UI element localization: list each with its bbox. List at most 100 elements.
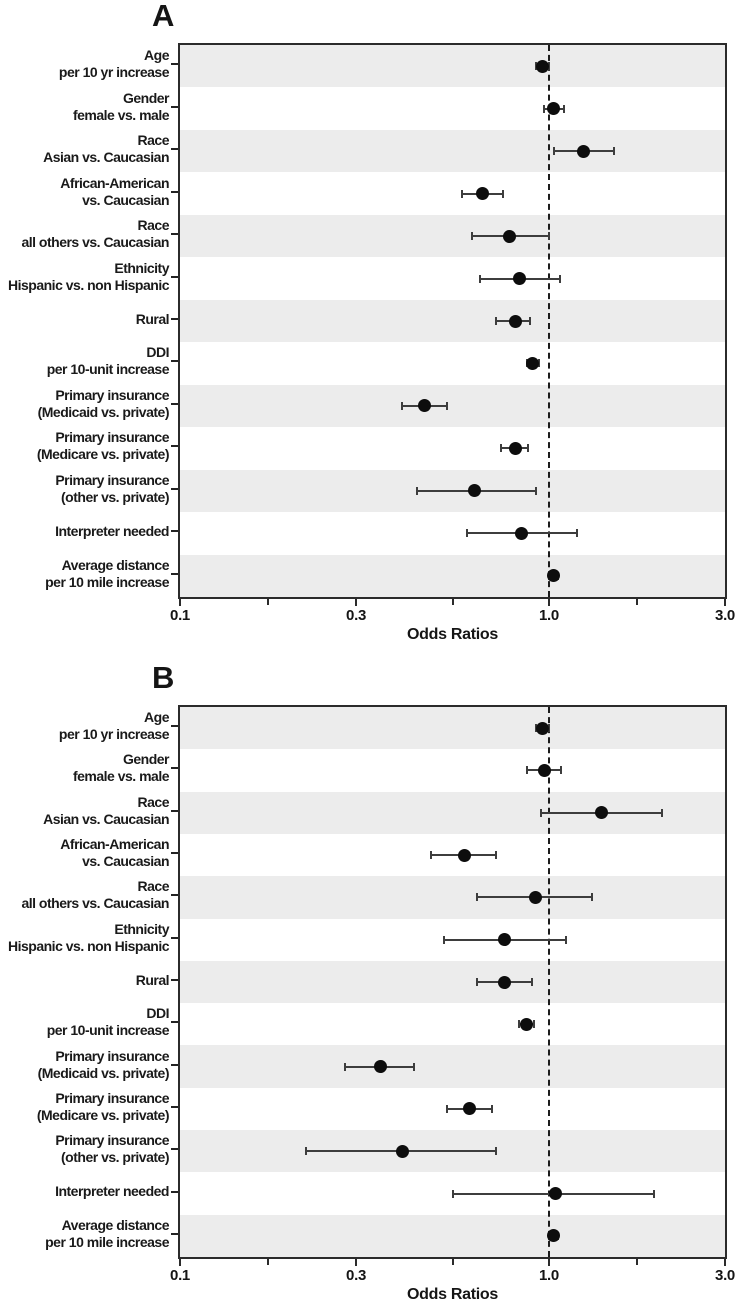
category-label-line: (other vs. private) (61, 488, 169, 505)
x-axis-tick-label: 1.0 (538, 607, 559, 624)
x-axis-major-tick (547, 597, 550, 606)
ci-cap-right (558, 274, 561, 283)
category-tick (171, 233, 180, 236)
category-label-line: Asian vs. Caucasian (43, 810, 169, 827)
category-label: Primary insurance (Medicaid vs. private) (0, 387, 170, 421)
category-label: Primary insurance (other vs. private) (0, 472, 169, 506)
stripe-row (180, 1045, 725, 1088)
stripe-row (180, 129, 725, 173)
x-axis-major-tick (355, 1257, 358, 1266)
category-tick (171, 275, 180, 278)
category-label-line: vs. Caucasian (82, 191, 169, 208)
category-label-line: Age (144, 709, 169, 726)
category-label-line: per 10-unit increase (46, 361, 170, 378)
reference-line-or-1 (547, 45, 550, 597)
category-label-line: per 10 yr increase (58, 64, 170, 81)
odds-ratio-dot (548, 1187, 562, 1201)
ci-cap-right (563, 104, 566, 113)
category-label-line: Race (137, 793, 170, 810)
odds-ratio-dot (576, 144, 590, 158)
panel-a-plot-area (178, 43, 727, 599)
x-axis-major-tick (724, 1257, 726, 1266)
stripe-row (180, 554, 725, 597)
category-tick (171, 767, 180, 770)
category-label-line: all others vs. Caucasian (21, 895, 169, 912)
category-label-line: Primary insurance (55, 1047, 169, 1064)
odds-ratio-dot (514, 526, 528, 540)
category-label-line: Interpreter needed (55, 522, 169, 539)
odds-ratio-dot (463, 1102, 477, 1116)
category-label: Race Asian vs. Caucasian (0, 794, 169, 828)
odds-ratio-dot (512, 272, 526, 286)
ci-cap-right (446, 401, 449, 410)
ci-cap-right (612, 147, 615, 156)
category-label-line: Asian vs. Caucasian (43, 149, 169, 166)
ci-cap-left (305, 1147, 308, 1156)
category-label-line: African-American (60, 174, 169, 191)
category-label-line: Ethnicity (114, 259, 169, 276)
category-label-line: Primary insurance (55, 471, 169, 488)
category-label: Race all others vs. Caucasian (0, 878, 169, 912)
category-label: Race Asian vs. Caucasian (0, 132, 169, 166)
category-label: Ethnicity Hispanic vs. non Hispanic (0, 259, 170, 294)
category-label-line: Rural (135, 971, 170, 988)
x-axis-minor-tick (635, 1257, 638, 1265)
category-tick (171, 487, 180, 490)
category-label-line: Average distance (61, 556, 170, 573)
category-label-line: female vs. male (72, 768, 170, 785)
ci-cap-left (534, 724, 537, 733)
category-label-line: Primary insurance (55, 1132, 169, 1149)
category-tick (171, 1063, 180, 1066)
category-label-line: Age (144, 47, 169, 64)
stripe-row (180, 707, 725, 750)
odds-ratio-dot (502, 229, 516, 243)
ci-cap-right (547, 232, 550, 241)
panel-b-title: B (152, 660, 174, 695)
ci-cap-right (532, 1020, 535, 1029)
category-label-line: Primary insurance (55, 1089, 169, 1106)
category-label-line: African-American (60, 836, 169, 853)
category-label-line: Race (137, 878, 170, 895)
category-label-line: Gender (122, 89, 170, 106)
category-label: Rural (0, 311, 170, 328)
ci-cap-left (466, 529, 469, 538)
stripe-row (180, 384, 725, 428)
panel-a-title: A (152, 0, 174, 33)
ci-cap-left (471, 232, 474, 241)
stripe-row (180, 214, 725, 258)
category-label: DDI per 10-unit increase (0, 344, 170, 378)
ci-cap-right (501, 189, 504, 198)
category-label: Interpreter needed (0, 1183, 169, 1200)
odds-ratio-dot (374, 1060, 388, 1074)
category-label: African-American vs. Caucasian (0, 175, 169, 209)
ci-cap-left (534, 62, 537, 71)
category-label-line: vs. Caucasian (82, 853, 169, 870)
x-axis-tick-label: 0.1 (170, 1267, 190, 1284)
category-label-line: Race (137, 132, 170, 149)
odds-ratio-dot (508, 441, 522, 455)
ci-cap-right (547, 62, 550, 71)
category-tick (171, 1232, 180, 1235)
odds-ratio-dot (547, 569, 561, 583)
x-axis-major-tick (179, 1257, 181, 1266)
category-tick (171, 530, 180, 533)
category-label: Gender female vs. male (0, 89, 170, 124)
category-tick (171, 936, 180, 939)
category-label-line: DDI (146, 344, 169, 361)
category-tick (171, 402, 180, 405)
category-label: Interpreter needed (0, 523, 169, 540)
ci-cap-right (531, 978, 534, 986)
x-axis-title: Odds Ratios (407, 1286, 498, 1303)
category-label-line: (other vs. private) (61, 1149, 169, 1166)
panel-b: B Age per 10 yr increase Gender female vs. … (0, 652, 736, 1304)
ci-cap-right (564, 935, 567, 944)
category-label: Rural (0, 971, 170, 989)
ci-cap-left (478, 274, 481, 283)
ci-cap-left (495, 317, 498, 325)
category-label: Race all others vs. Caucasian (0, 217, 169, 251)
category-label-line: per 10 mile increase (45, 573, 169, 590)
category-tick (171, 63, 180, 66)
category-label: Primary insurance (Medicaid vs. private) (0, 1047, 170, 1082)
category-tick (171, 809, 180, 812)
category-label-line: (Medicare vs. private) (36, 446, 170, 463)
